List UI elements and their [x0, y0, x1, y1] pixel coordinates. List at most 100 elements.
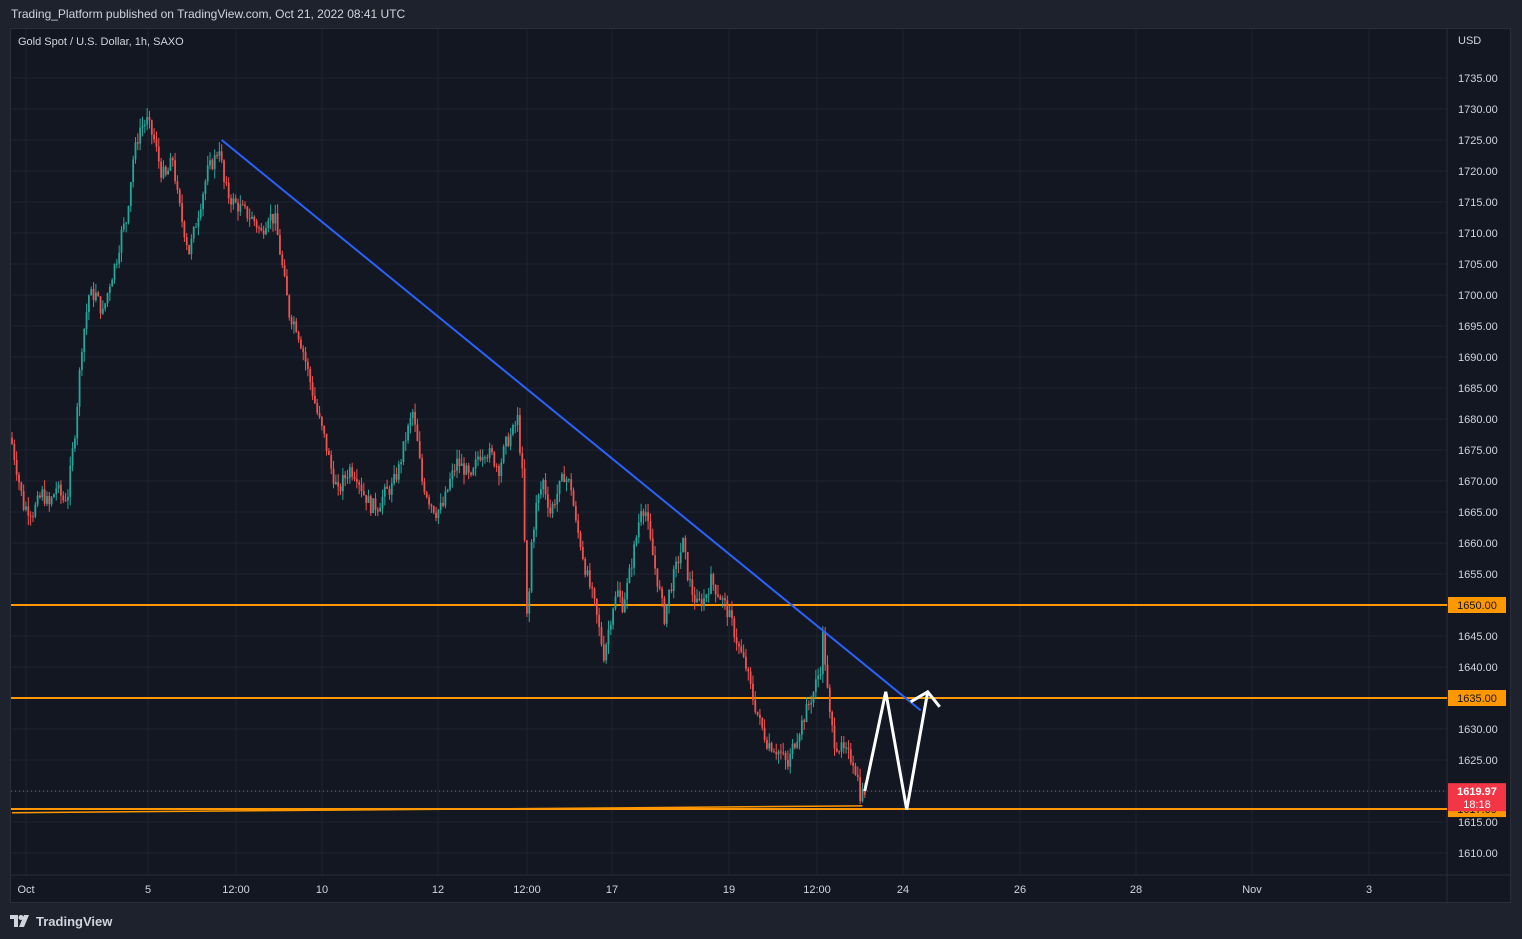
- candle-body: [192, 227, 195, 239]
- price-tick-label: 1725.00: [1458, 135, 1498, 147]
- candle-body: [540, 489, 542, 495]
- candle-body: [544, 480, 547, 495]
- candle-body: [64, 500, 67, 502]
- candle-body: [670, 589, 673, 592]
- chart-pane[interactable]: [10, 28, 1511, 903]
- candle-body: [92, 289, 95, 301]
- candle-body: [428, 497, 430, 505]
- price-axis[interactable]: 1610.001615.001620.001625.001630.001635.…: [1458, 73, 1498, 860]
- candle-body: [602, 644, 605, 661]
- candle-body: [323, 425, 326, 434]
- drawings[interactable]: [11, 139, 941, 814]
- candle-body: [211, 160, 214, 169]
- candle-body: [696, 598, 698, 603]
- candle-body: [53, 494, 55, 498]
- candle-body: [733, 618, 736, 638]
- price-tick-label: 1685.00: [1458, 383, 1498, 395]
- candle-body: [635, 537, 638, 545]
- candle-body: [174, 160, 176, 182]
- candle-body: [768, 743, 771, 749]
- candle-body: [826, 664, 829, 688]
- candle-body: [759, 714, 761, 718]
- candle-body: [754, 699, 757, 712]
- candle-body: [784, 753, 787, 760]
- candle-body: [297, 332, 300, 340]
- candle-body: [777, 751, 780, 755]
- candle-body: [176, 181, 179, 190]
- candle-body: [807, 703, 810, 705]
- candle-body: [337, 482, 340, 487]
- candle-body: [679, 552, 682, 564]
- price-tick-label: 1640.00: [1458, 662, 1498, 674]
- candle-body: [85, 312, 88, 329]
- candle-body: [136, 142, 139, 144]
- candle-body: [381, 496, 384, 508]
- candle-body: [34, 504, 37, 517]
- time-tick-label: 28: [1130, 884, 1142, 896]
- candle-body: [71, 448, 74, 466]
- candle-body: [388, 488, 391, 495]
- candle-body: [574, 505, 577, 521]
- candle-body: [430, 504, 433, 507]
- footer: [0, 903, 1522, 939]
- time-axis[interactable]: Oct 5 12:00 10 12 12:00 17 19 12:00 24 26 28 Nov 3: [17, 884, 1372, 896]
- candle-body: [675, 561, 677, 569]
- candle-body: [780, 751, 782, 753]
- candle-body: [542, 480, 545, 490]
- candle-body: [484, 457, 486, 459]
- candle-body: [495, 465, 498, 467]
- candle-body: [390, 483, 393, 495]
- candle-body: [698, 598, 701, 600]
- candle-body: [209, 160, 211, 166]
- candle-body: [647, 512, 649, 522]
- tradingview-logo-icon: [10, 915, 29, 927]
- tradingview-logo[interactable]: TradingView: [10, 911, 112, 931]
- candle-body: [20, 482, 23, 492]
- candle-body: [416, 424, 419, 442]
- candle-body: [819, 674, 822, 676]
- candle-body: [742, 652, 745, 657]
- candle-body: [164, 166, 167, 175]
- candle-body: [204, 181, 207, 194]
- candle-body: [232, 198, 235, 205]
- candle-body: [239, 204, 242, 212]
- candle-body: [689, 579, 691, 581]
- time-tick-label: 12:00: [513, 884, 541, 896]
- candle-body: [451, 470, 454, 479]
- candle-body: [309, 368, 312, 383]
- candle-body: [763, 727, 766, 740]
- price-tick-label: 1695.00: [1458, 321, 1498, 333]
- candle-body: [470, 472, 472, 475]
- candle-body: [724, 598, 726, 601]
- candle-body: [218, 151, 221, 156]
- candle-body: [791, 743, 794, 754]
- candle-body: [595, 598, 598, 615]
- candle-body: [365, 494, 368, 503]
- candle-body: [255, 221, 258, 228]
- symbol-label[interactable]: Gold Spot / U.S. Dollar, 1h, SAXO: [18, 36, 184, 48]
- candle-body: [225, 182, 228, 184]
- time-tick-label: 12:00: [222, 884, 250, 896]
- candle-body: [318, 412, 321, 417]
- candle-body: [584, 559, 587, 575]
- candle-body: [479, 456, 482, 461]
- candle-body: [346, 477, 349, 479]
- candle-body: [728, 610, 731, 618]
- candle-body: [644, 512, 647, 517]
- candle-body: [847, 747, 850, 750]
- candle-body: [206, 165, 209, 182]
- candle-body: [43, 489, 46, 504]
- candle-body: [614, 596, 617, 609]
- candle-body: [25, 506, 27, 510]
- candle-body: [386, 486, 389, 489]
- horizontal-levels[interactable]: [11, 604, 1447, 811]
- grid: [11, 29, 1510, 902]
- candle-body: [421, 458, 423, 482]
- candle-body: [99, 296, 102, 314]
- candle-body: [623, 599, 626, 613]
- candle-body: [677, 561, 680, 564]
- candle-body: [726, 600, 729, 618]
- candle-body: [719, 596, 722, 600]
- candle-body: [414, 411, 416, 425]
